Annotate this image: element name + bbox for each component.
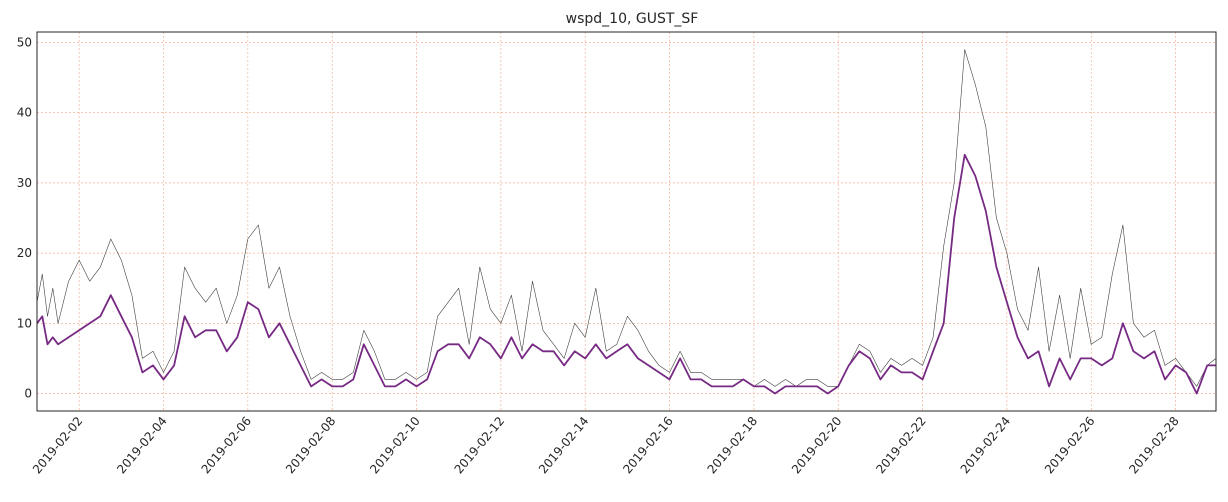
chart-title: wspd_10, GUST_SF: [566, 11, 699, 27]
y-axis-ticks: 0 10 20 30 40 50: [17, 36, 32, 401]
y-tick-label: 40: [17, 106, 32, 120]
series-line-2: [36, 153, 1216, 395]
y-tick-label: 50: [17, 36, 32, 50]
x-tick-label: 2019-02-10: [367, 414, 423, 476]
y-tick-label: 20: [17, 246, 32, 260]
x-axis-ticks: 2019-02-02 2019-02-04 2019-02-06 2019-02-08…: [30, 414, 1182, 476]
plot-frame: [36, 31, 1217, 412]
x-tick-label: 2019-02-16: [620, 414, 676, 476]
grid-lines: [37, 32, 1216, 411]
series-line-1: [36, 49, 1217, 387]
x-tick-label: 2019-02-04: [114, 414, 170, 476]
x-tick-label: 2019-02-02: [30, 414, 86, 476]
y-tick-label: 30: [17, 176, 32, 190]
x-tick-label: 2019-02-20: [789, 414, 845, 476]
x-tick-label: 2019-02-06: [199, 414, 255, 476]
x-tick-label: 2019-02-22: [873, 414, 929, 476]
x-tick-label: 2019-02-08: [283, 414, 339, 476]
x-tick-label: 2019-02-28: [1126, 414, 1182, 476]
series-lines: [36, 49, 1217, 395]
x-tick-label: 2019-02-14: [536, 414, 592, 476]
x-tick-label: 2019-02-12: [452, 414, 508, 476]
y-tick-label: 10: [17, 316, 32, 330]
x-tick-label: 2019-02-24: [958, 414, 1014, 476]
y-tick-label: 0: [24, 386, 32, 400]
x-tick-label: 2019-02-18: [705, 414, 761, 476]
x-tick-label: 2019-02-26: [1042, 414, 1098, 476]
